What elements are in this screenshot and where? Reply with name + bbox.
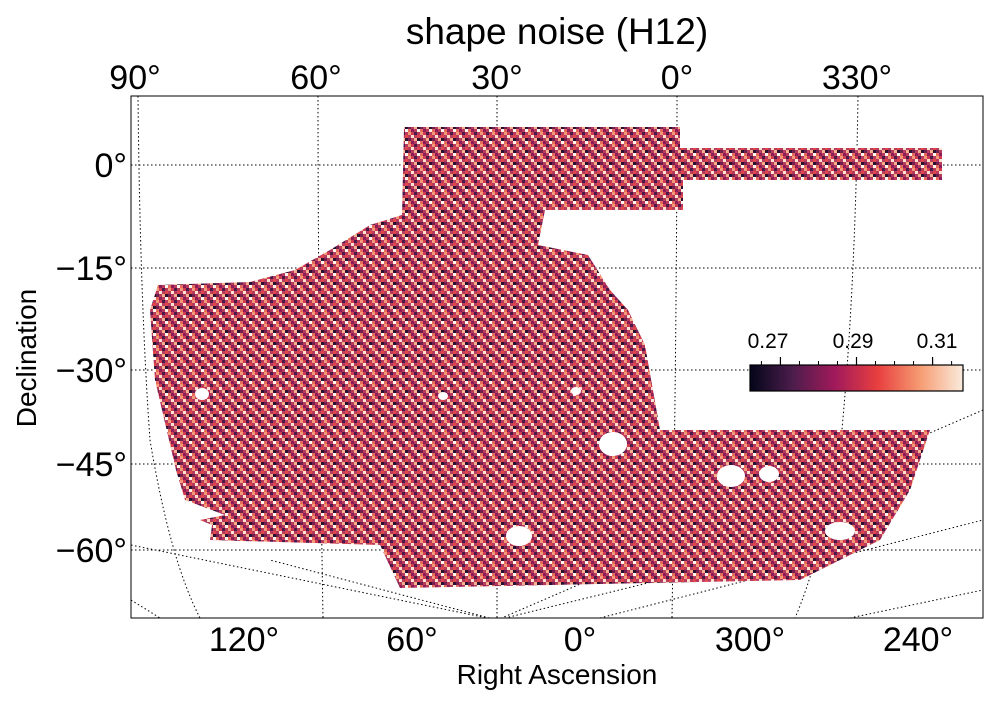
dec-tick-label: −45°: [56, 446, 127, 484]
mask-hole: [438, 392, 448, 400]
noise-field: [150, 127, 942, 588]
dec-tick-labels: 0° −15° −30° −45° −60°: [56, 147, 127, 570]
survey-footprint: [150, 127, 942, 588]
chart-title: shape noise (H12): [406, 11, 708, 52]
plot-area: [131, 96, 983, 618]
colorbar-tick-label: 0.29: [833, 330, 874, 353]
colorbar: 0.27 0.29 0.31: [748, 330, 964, 392]
y-axis-label: Declination: [11, 289, 42, 428]
top-tick-label: 60°: [290, 59, 341, 97]
mask-hole: [825, 522, 855, 540]
dec-tick-label: −15°: [56, 250, 127, 288]
bottom-tick-label: 240°: [883, 621, 953, 659]
top-tick-label: 90°: [109, 59, 160, 97]
top-tick-label: 0°: [661, 59, 694, 97]
mask-hole: [506, 526, 532, 546]
x-axis-label: Right Ascension: [457, 659, 658, 690]
ra-gridline: [503, 579, 661, 618]
bottom-tick-label: 300°: [715, 621, 785, 659]
ra-gridline: [137, 96, 201, 618]
ra-gridline: [849, 589, 983, 618]
ra-gridline: [269, 559, 492, 618]
top-tick-label: 330°: [822, 59, 892, 97]
mask-hole: [717, 465, 745, 487]
dec-tick-label: −60°: [56, 532, 127, 570]
dec-tick-label: 0°: [94, 147, 127, 185]
colorbar-tick-label: 0.27: [748, 330, 789, 353]
bottom-tick-label: 120°: [209, 621, 279, 659]
bottom-tick-label: 0°: [564, 621, 597, 659]
colorbar-ticks: [760, 357, 953, 365]
mask-hole: [759, 466, 779, 482]
bottom-tick-label: 60°: [386, 621, 437, 659]
colorbar-gradient: [749, 364, 964, 392]
top-tick-label: 30°: [471, 59, 522, 97]
bottom-tick-labels: 120° 60° 0° 300° 240°: [209, 621, 953, 659]
dec-tick-label: −30°: [56, 352, 127, 390]
top-tick-labels: 90° 60° 30° 0° 330°: [109, 59, 892, 97]
mask-hole: [195, 388, 209, 400]
plot-frame: [130, 95, 984, 619]
ra-gridline: [599, 519, 983, 618]
mask-hole: [599, 432, 627, 456]
colorbar-tick-label: 0.31: [917, 330, 958, 353]
masked-regions: [195, 387, 855, 546]
ra-gridline: [131, 599, 161, 618]
mask-hole: [571, 387, 581, 395]
